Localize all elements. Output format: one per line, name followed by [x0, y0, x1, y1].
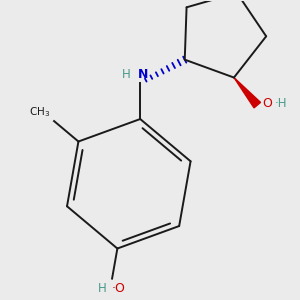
Text: H: H [122, 68, 131, 81]
Polygon shape [234, 78, 260, 108]
Text: CH$_3$: CH$_3$ [29, 105, 51, 119]
Text: ·O: ·O [111, 282, 125, 295]
Text: H: H [98, 282, 107, 295]
Text: ·H: ·H [275, 97, 288, 110]
Text: N: N [138, 68, 148, 81]
Text: O: O [262, 97, 272, 110]
